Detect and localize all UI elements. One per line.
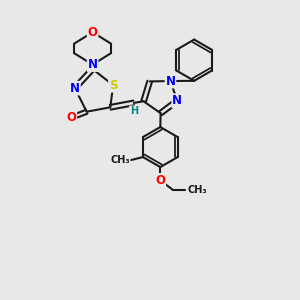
Text: CH₃: CH₃ (110, 155, 130, 165)
Text: S: S (109, 79, 117, 92)
Text: H: H (130, 106, 138, 116)
Text: N: N (172, 94, 182, 107)
Text: CH₃: CH₃ (188, 185, 207, 195)
Text: O: O (155, 174, 165, 187)
Text: N: N (70, 82, 80, 95)
Text: O: O (88, 26, 98, 39)
Text: N: N (165, 75, 176, 88)
Text: O: O (66, 111, 76, 124)
Text: N: N (88, 58, 98, 71)
